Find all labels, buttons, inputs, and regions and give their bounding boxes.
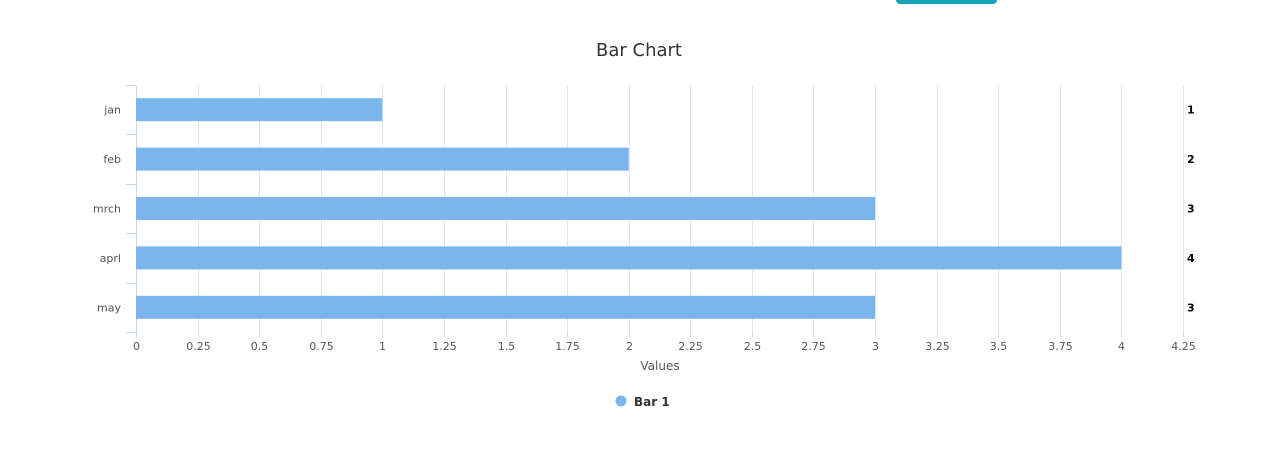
x-tick-label: 4.25 bbox=[1171, 340, 1196, 353]
x-tick-label: 2.5 bbox=[744, 340, 762, 353]
data-labels: 1 2 3 4 3 bbox=[1187, 104, 1195, 315]
data-label-may: 3 bbox=[1187, 301, 1195, 314]
x-tick-label: 1.5 bbox=[498, 340, 516, 353]
x-tick-label: 2 bbox=[626, 340, 633, 353]
x-tick-label: 0.25 bbox=[186, 340, 211, 353]
category-labels: jan feb mrch aprl may bbox=[93, 104, 122, 315]
category-label-jan: jan bbox=[103, 104, 121, 117]
bar-feb[interactable] bbox=[136, 147, 629, 171]
x-tick-label: 1.75 bbox=[555, 340, 580, 353]
x-tick-label: 0 bbox=[133, 340, 140, 353]
data-label-aprl: 4 bbox=[1187, 252, 1195, 265]
x-tick-label: 4 bbox=[1118, 340, 1125, 353]
category-label-may: may bbox=[97, 301, 121, 314]
x-tick-label: 3.75 bbox=[1048, 340, 1073, 353]
data-label-mrch: 3 bbox=[1187, 203, 1195, 216]
bar-aprl[interactable] bbox=[136, 246, 1122, 270]
x-tick-label: 3 bbox=[872, 340, 879, 353]
legend-marker-icon bbox=[615, 395, 627, 407]
category-label-mrch: mrch bbox=[93, 203, 121, 216]
data-label-jan: 1 bbox=[1187, 104, 1195, 117]
x-tick-label: 1 bbox=[379, 340, 386, 353]
x-tick-label: 2.75 bbox=[801, 340, 826, 353]
bar-mrch[interactable] bbox=[136, 197, 876, 220]
legend[interactable]: Bar 1 bbox=[615, 395, 670, 409]
chart-title: Bar Chart bbox=[596, 40, 682, 61]
x-tick-label: 3.5 bbox=[990, 340, 1008, 353]
category-label-feb: feb bbox=[103, 153, 121, 166]
bar-jan[interactable] bbox=[136, 98, 383, 122]
x-tick-label: 2.25 bbox=[678, 340, 703, 353]
legend-item-bar-1[interactable]: Bar 1 bbox=[634, 395, 670, 409]
data-label-feb: 2 bbox=[1187, 153, 1195, 166]
x-tick-label: 3.25 bbox=[925, 340, 950, 353]
x-axis-title: Values bbox=[640, 359, 679, 373]
bars bbox=[136, 98, 1122, 319]
x-tick-label: 0.5 bbox=[251, 340, 269, 353]
top-tab-button[interactable] bbox=[896, 0, 997, 4]
grid bbox=[126, 85, 1184, 333]
x-axis-ticks: 0 0.25 0.5 0.75 1 1.25 1.5 1.75 2 2.25 2.5 2.75 3 3.2… bbox=[133, 332, 1196, 353]
x-tick-label: 0.75 bbox=[309, 340, 334, 353]
x-tick-label: 1.25 bbox=[432, 340, 457, 353]
category-label-aprl: aprl bbox=[100, 252, 121, 265]
bar-may[interactable] bbox=[136, 295, 876, 319]
